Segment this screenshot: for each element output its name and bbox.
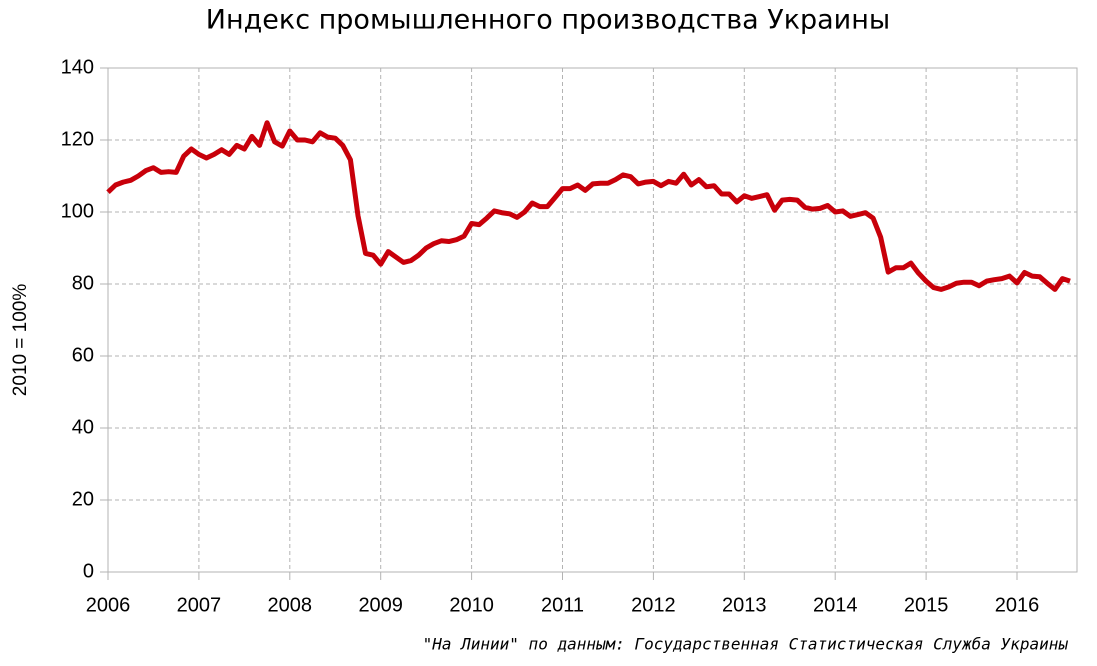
x-tick-label: 2007 (177, 594, 222, 616)
chart-title: Индекс промышленного производства Украин… (206, 5, 890, 36)
y-tick-label: 120 (61, 128, 94, 150)
x-tick-label: 2013 (722, 594, 767, 616)
x-tick-label: 2009 (358, 594, 403, 616)
x-tick-label: 2016 (995, 594, 1040, 616)
y-tick-label: 140 (61, 56, 94, 78)
x-tick-label: 2012 (631, 594, 676, 616)
x-tick-label: 2011 (541, 594, 584, 616)
x-tick-label: 2015 (904, 594, 949, 616)
x-tick-label: 2010 (449, 594, 494, 616)
y-tick-label: 60 (72, 344, 94, 366)
y-axis-label: 2010 = 100% (10, 284, 31, 397)
y-tick-label: 80 (72, 272, 94, 294)
y-tick-label: 20 (72, 488, 94, 510)
y-tick-label: 40 (72, 416, 94, 438)
plot-frame (107, 67, 1078, 573)
x-tick-label: 2014 (813, 594, 858, 616)
x-tick-label: 2006 (86, 594, 131, 616)
x-tick-label: 2008 (268, 594, 313, 616)
line-series (106, 120, 1071, 292)
y-tick-label: 0 (83, 560, 94, 582)
y-tick-label: 100 (61, 200, 94, 222)
source-note: "На Линии" по данным: Государственная Ст… (423, 635, 1069, 654)
